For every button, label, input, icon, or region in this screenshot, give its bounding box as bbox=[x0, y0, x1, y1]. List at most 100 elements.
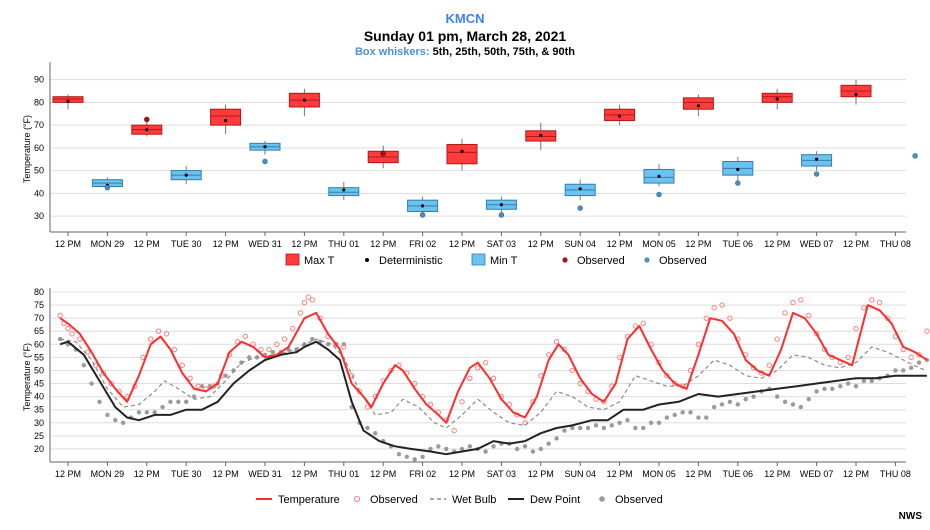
box-chart-legend-label: Min T bbox=[490, 255, 518, 267]
observed-dewpoint-point bbox=[113, 417, 118, 423]
observed-dewpoint-point bbox=[830, 386, 835, 391]
observed-dewpoint-point bbox=[609, 423, 614, 428]
line-chart-xtick-label: 12 PM bbox=[291, 469, 317, 479]
deterministic-point bbox=[499, 203, 503, 207]
observed-dewpoint-point bbox=[869, 378, 874, 384]
observed-temperature-point bbox=[727, 315, 733, 321]
line-chart-xtick-label: THU 01 bbox=[328, 469, 359, 479]
observed-temperature-point bbox=[289, 325, 296, 332]
observed-dewpoint-point bbox=[491, 444, 496, 449]
line-chart-legend-label: Observed bbox=[370, 494, 418, 506]
line-chart-legend-marker bbox=[599, 496, 605, 502]
observed-dewpoint-point bbox=[838, 383, 843, 389]
observed-dewpoint-point bbox=[310, 336, 315, 342]
observed-temperature-point bbox=[482, 359, 489, 366]
deterministic-point bbox=[66, 99, 70, 103]
line-chart-xtick-label: WED 31 bbox=[248, 469, 282, 479]
line-chart-xtick-label: THU 08 bbox=[880, 469, 911, 479]
observed-temperature-point bbox=[305, 294, 312, 300]
observed-temperature-point bbox=[695, 341, 702, 348]
line-chart-legend-label: Dew Point bbox=[530, 494, 580, 506]
box-chart-legend-label: Observed bbox=[659, 255, 707, 267]
observed-dewpoint-point bbox=[672, 412, 677, 418]
min-observed-point bbox=[498, 212, 505, 218]
observed-dewpoint-point bbox=[893, 368, 898, 373]
observed-temperature-point bbox=[869, 297, 875, 303]
observed-temperature-point bbox=[282, 336, 288, 342]
observed-dewpoint-point bbox=[184, 399, 189, 405]
observed-temperature-point bbox=[65, 325, 71, 332]
min-observed-point bbox=[912, 153, 918, 159]
line-chart-xtick-label: 12 PM bbox=[55, 469, 81, 479]
observed-dewpoint-point bbox=[89, 381, 94, 386]
line-chart-ytick-label: 80 bbox=[34, 287, 44, 297]
line-chart-ytick-label: 20 bbox=[34, 444, 44, 454]
observed-dewpoint-point bbox=[444, 446, 449, 452]
observed-temperature-point bbox=[640, 320, 646, 327]
temperature-line bbox=[59, 304, 928, 424]
line-chart-ytick-label: 70 bbox=[34, 313, 44, 323]
observed-dewpoint-point bbox=[365, 425, 370, 431]
box-chart-xtick-label: WED 31 bbox=[248, 239, 282, 249]
box-chart-legend-item: Observed bbox=[644, 255, 707, 267]
box-chart-xtick-label: TUE 06 bbox=[723, 239, 754, 249]
observed-temperature-point bbox=[266, 346, 272, 353]
observed-dewpoint-point bbox=[223, 373, 228, 378]
observed-temperature-point bbox=[341, 344, 347, 350]
line-chart-xtick-label: 12 PM bbox=[449, 469, 475, 479]
deterministic-point bbox=[302, 98, 306, 102]
source-credit: NWS bbox=[898, 511, 922, 522]
min-observed-point bbox=[735, 180, 741, 186]
line-chart-xtick-label: 12 PM bbox=[843, 469, 869, 479]
observed-temperature-point bbox=[813, 331, 820, 337]
box-chart-legend-item: Max T bbox=[285, 253, 335, 267]
observed-dewpoint-point bbox=[538, 446, 543, 452]
observed-dewpoint-point bbox=[696, 415, 701, 420]
deterministic-point bbox=[696, 104, 701, 108]
box-chart-xtick-label: FRI 02 bbox=[409, 239, 436, 249]
observed-dewpoint-point bbox=[270, 349, 276, 355]
observed-temperature-point bbox=[766, 362, 773, 368]
box-chart-legend-item: Deterministic bbox=[365, 255, 443, 267]
observed-dewpoint-point bbox=[546, 441, 551, 446]
box-chart-xtick-label: 12 PM bbox=[370, 239, 396, 249]
line-chart-xtick-label: MON 05 bbox=[642, 469, 676, 479]
observed-dewpoint-point bbox=[617, 420, 622, 425]
box-chart-ytick-label: 80 bbox=[34, 97, 44, 107]
observed-temperature-point bbox=[703, 315, 709, 321]
observed-temperature-point bbox=[782, 310, 788, 316]
box-chart-legend-swatch bbox=[471, 253, 486, 266]
observed-temperature-point bbox=[412, 380, 418, 387]
observed-dewpoint-point bbox=[704, 415, 709, 420]
box-chart-legend-item: Min T bbox=[471, 253, 518, 267]
line-chart-xtick-label: 12 PM bbox=[370, 469, 396, 479]
deterministic-point bbox=[263, 145, 267, 149]
observed-temperature-point bbox=[148, 336, 154, 342]
observed-dewpoint-point bbox=[191, 394, 197, 399]
box-chart-xtick-label: THU 08 bbox=[880, 239, 911, 249]
observed-dewpoint-point bbox=[168, 399, 173, 405]
box-chart-xtick-label: WED 07 bbox=[800, 239, 834, 249]
observed-temperature-point bbox=[908, 354, 914, 361]
observed-dewpoint-point bbox=[585, 425, 591, 431]
line-chart-ytick-label: 30 bbox=[34, 418, 44, 428]
observed-temperature-point bbox=[853, 325, 859, 332]
observed-dewpoint-point bbox=[798, 404, 804, 410]
observed-dewpoint-point bbox=[814, 389, 819, 394]
box-chart-xtick-label: 12 PM bbox=[449, 239, 475, 249]
line-chart-ytick-label: 65 bbox=[34, 326, 44, 336]
line-chart-xtick-label: 12 PM bbox=[764, 469, 790, 479]
observed-temperature-point bbox=[916, 352, 922, 358]
observed-dewpoint-point bbox=[656, 420, 662, 425]
line-chart-ytick-label: 60 bbox=[34, 339, 44, 349]
deterministic-point bbox=[578, 187, 582, 191]
max-observed-point bbox=[144, 116, 150, 123]
observed-temperature-point bbox=[211, 383, 217, 389]
observed-temperature-point bbox=[798, 297, 804, 303]
observed-temperature-point bbox=[475, 365, 481, 371]
line-chart-xtick-label: 12 PM bbox=[685, 469, 711, 479]
line-chart-ytick-label: 25 bbox=[34, 431, 44, 441]
observed-dewpoint-point bbox=[901, 368, 906, 373]
min-observed-point bbox=[419, 212, 426, 218]
deterministic-point bbox=[854, 92, 858, 97]
